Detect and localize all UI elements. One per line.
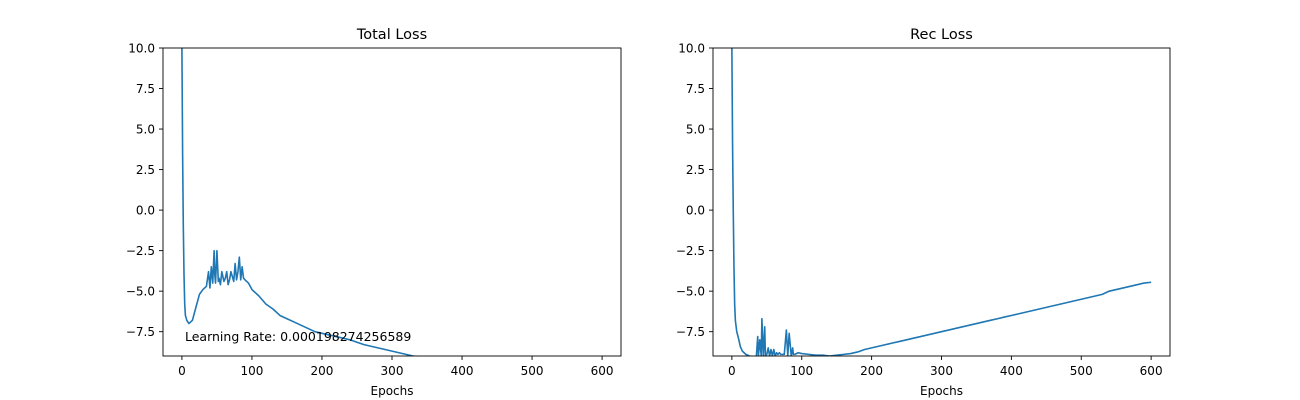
y-tick-label: 7.5 [686, 82, 705, 96]
x-tick-label: 200 [311, 364, 334, 378]
x-tick-label: 300 [381, 364, 404, 378]
x-tick-label: 500 [521, 364, 544, 378]
y-tick-label: 0.0 [686, 204, 705, 218]
y-tick-label: 5.0 [686, 123, 705, 137]
x-tick-label: 400 [1000, 364, 1023, 378]
y-tick-label: 7.5 [136, 82, 155, 96]
y-tick-label: 10.0 [128, 42, 155, 56]
y-tick-label: −7.5 [126, 325, 155, 339]
y-tick-label: 0.0 [136, 204, 155, 218]
x-tick-label: 200 [860, 364, 883, 378]
y-tick-label: 5.0 [136, 123, 155, 137]
chart-title: Total Loss [356, 27, 427, 43]
axes-frame [712, 47, 1171, 357]
y-tick-label: 10.0 [678, 42, 705, 56]
total-loss-panel: 0 100 200 300 400 500 600 −7.5 −5.0 −2.5 0.0 2.5 5.0… [126, 27, 622, 398]
y-tick-label: −2.5 [676, 244, 705, 258]
x-tick-label: 0 [728, 364, 736, 378]
y-tick-label: 2.5 [136, 163, 155, 177]
learning-rate-annotation: Learning Rate: 0.000198274256589 [185, 329, 411, 344]
series-line-0 [181, 48, 420, 356]
series-line-0 [731, 48, 1152, 356]
x-axis-label: Epochs [371, 384, 414, 398]
y-tick-label: 2.5 [686, 163, 705, 177]
x-axis-label: Epochs [920, 384, 963, 398]
y-tick-label: −5.0 [126, 285, 155, 299]
x-tick-label: 600 [591, 364, 614, 378]
y-tick-label: −7.5 [676, 325, 705, 339]
x-tick-label: 500 [1070, 364, 1093, 378]
y-tick-label: −5.0 [676, 285, 705, 299]
axes-frame [162, 47, 622, 357]
x-tick-label: 100 [240, 364, 263, 378]
chart-title: Rec Loss [910, 27, 973, 43]
x-tick-label: 300 [930, 364, 953, 378]
x-tick-label: 600 [1140, 364, 1163, 378]
y-tick-label: −2.5 [126, 244, 155, 258]
x-tick-label: 100 [790, 364, 813, 378]
x-tick-label: 0 [178, 364, 186, 378]
x-tick-label: 400 [451, 364, 474, 378]
rec-loss-panel: 0 100 200 300 400 500 600 −7.5 −5.0 −2.5 0.0 2.5 5.0… [676, 27, 1171, 398]
